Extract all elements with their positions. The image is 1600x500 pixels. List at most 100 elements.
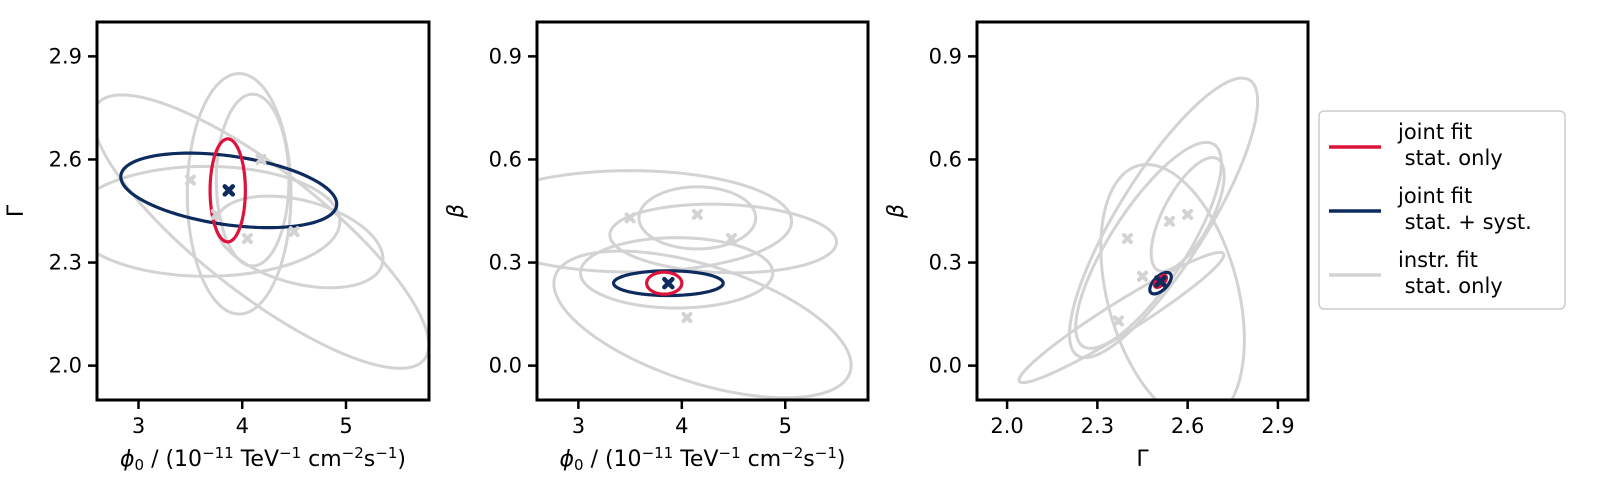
y-tick-label: 0.3 xyxy=(929,251,962,275)
axes-frame xyxy=(535,20,870,402)
legend-box xyxy=(1318,110,1566,310)
y-tick-label: 0.6 xyxy=(489,147,522,171)
axes-frame xyxy=(975,20,1310,402)
legend-label-line1: instr. fit xyxy=(1398,248,1478,272)
x-axis-label-part: −1 xyxy=(279,444,301,462)
instr-fit-marker xyxy=(184,174,196,186)
x-axis-label-part: −1 xyxy=(719,444,741,462)
x-axis-label-part: cm xyxy=(741,447,782,472)
x-axis-label-part: 0 xyxy=(574,456,584,474)
chart-panel-phi-gamma: 3 4 52.02.32.62.9ϕ0 / (10−11 TeV−1 cm−2s−1… xyxy=(4,20,431,474)
joint-fit-marker xyxy=(222,184,236,197)
contour-instr xyxy=(1099,162,1246,400)
x-tick-label: 3 xyxy=(132,414,145,438)
contour-instr xyxy=(185,72,293,316)
x-axis-label-part: −2 xyxy=(781,444,803,462)
contour-instr xyxy=(552,249,853,400)
x-axis-label-part: 0 xyxy=(135,456,145,474)
x-tick-label: 2.6 xyxy=(1171,414,1204,438)
y-tick-label: 2.9 xyxy=(49,44,82,68)
x-axis-label-part: ) xyxy=(397,447,406,472)
x-axis-label-part: −1 xyxy=(815,444,837,462)
contour-instr xyxy=(1074,140,1223,350)
x-axis-label-part: ϕ xyxy=(560,447,575,472)
x-axis-label-part: −1 xyxy=(375,444,397,462)
contour-joint-syst xyxy=(611,269,725,298)
x-tick-label: 5 xyxy=(779,414,792,438)
chart-panel-phi-beta: 3 4 50.00.30.60.9ϕ0 / (10−11 TeV−1 cm−2s−1… xyxy=(444,20,870,474)
contour-instr xyxy=(578,236,775,310)
x-axis-label-part: / (10 xyxy=(144,447,202,472)
contour-instr xyxy=(97,93,429,370)
legend-entry-joint-syst: joint fit stat. + syst. xyxy=(1329,184,1532,234)
x-axis-label: Γ xyxy=(1136,447,1149,472)
x-axis-label-part: s xyxy=(364,447,375,472)
x-axis-label-part: TeV xyxy=(234,447,279,472)
legend-label-line1: joint fit xyxy=(1397,184,1472,208)
x-tick-label: 5 xyxy=(339,414,352,438)
instr-fit-marker xyxy=(1137,270,1148,282)
x-tick-label: 3 xyxy=(572,414,585,438)
y-axis-label: β xyxy=(884,204,909,219)
instr-fit-marker xyxy=(288,226,300,238)
x-tick-label: 4 xyxy=(675,414,688,438)
x-axis-label-part: / (10 xyxy=(584,447,642,472)
y-tick-label: 0.6 xyxy=(929,147,962,171)
legend-label-line2: stat. only xyxy=(1398,146,1503,170)
x-tick-label: 2.3 xyxy=(1081,414,1114,438)
x-tick-label: 2.9 xyxy=(1261,414,1294,438)
contour-instr xyxy=(97,164,342,278)
y-tick-label: 0.0 xyxy=(929,354,962,378)
x-axis-label-part: s xyxy=(803,447,814,472)
y-tick-label: 0.9 xyxy=(489,44,522,68)
contour-joint-syst xyxy=(1148,270,1173,296)
y-tick-label: 2.0 xyxy=(49,354,82,378)
instr-fit-marker xyxy=(210,208,222,220)
y-axis-label: β xyxy=(444,204,469,219)
legend-label-line1: joint fit xyxy=(1397,120,1472,144)
instr-fit-marker xyxy=(624,212,636,224)
instr-fit-marker xyxy=(1112,315,1124,327)
contour-instr xyxy=(214,194,385,290)
x-tick-label: 4 xyxy=(236,414,249,438)
contour-instr xyxy=(1067,76,1260,360)
axes-frame xyxy=(95,20,431,402)
contour-instr xyxy=(608,202,838,275)
legend-entry-joint-stat: joint fit stat. only xyxy=(1329,120,1503,170)
plot-area xyxy=(1017,76,1260,400)
legend-entry-instr: instr. fit stat. only xyxy=(1329,248,1503,298)
y-tick-label: 2.3 xyxy=(49,251,82,275)
instr-fit-marker xyxy=(681,312,693,324)
contour-joint-stat xyxy=(208,137,247,244)
x-axis-label-part: −2 xyxy=(342,444,364,462)
x-axis-label: ϕ0 / (10−11 TeV−1 cm−2s−1) xyxy=(560,444,846,474)
y-tick-label: 0.9 xyxy=(929,44,962,68)
instr-fit-marker xyxy=(1182,208,1194,220)
x-axis-label-part: ) xyxy=(837,447,846,472)
plot-area xyxy=(97,72,429,370)
instr-fit-marker xyxy=(255,153,267,165)
contour-instr xyxy=(537,169,793,274)
joint-fit-marker xyxy=(1154,275,1167,288)
y-tick-label: 0.0 xyxy=(489,354,522,378)
legend-label-line2: stat. + syst. xyxy=(1398,210,1532,234)
contour-joint-syst xyxy=(119,151,339,230)
x-axis-label-part: ϕ xyxy=(120,447,135,472)
x-axis-label-part: −11 xyxy=(202,444,234,462)
x-axis-label: ϕ0 / (10−11 TeV−1 cm−2s−1) xyxy=(120,444,406,474)
y-axis-label: Γ xyxy=(4,204,29,217)
y-tick-label: 0.3 xyxy=(489,251,522,275)
x-axis-label-part: −11 xyxy=(642,444,674,462)
x-tick-label: 2.0 xyxy=(990,414,1023,438)
contour-joint-stat xyxy=(645,270,684,296)
instr-fit-marker xyxy=(1164,215,1176,227)
instr-fit-marker xyxy=(241,232,253,244)
x-axis-label-part: TeV xyxy=(673,447,718,472)
legend-label-line2: stat. only xyxy=(1398,274,1503,298)
contour-instr xyxy=(1149,156,1226,273)
chart-panel-gamma-beta: 2.0 2.3 2.6 2.9 0.0 0.3 0.6 0.9 Γβ xyxy=(884,20,1310,472)
contour-instr xyxy=(637,185,758,251)
x-axis-label-part: cm xyxy=(301,447,342,472)
